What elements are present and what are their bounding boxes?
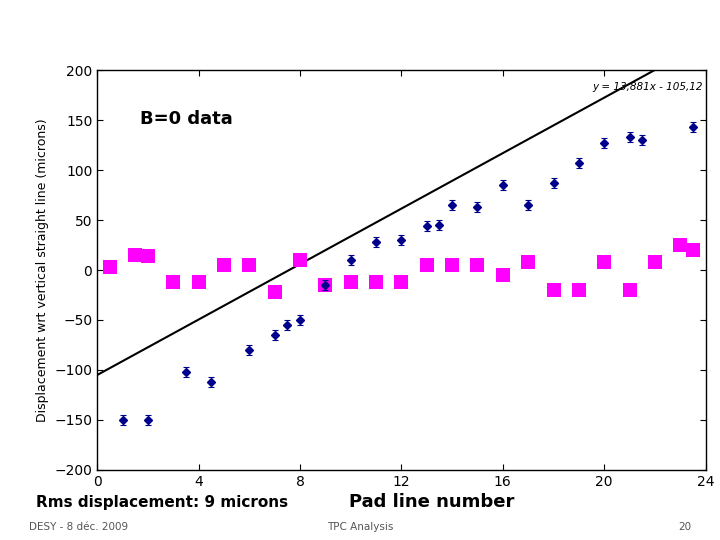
Point [168,278,179,286]
Point [269,288,280,296]
Point [421,261,433,269]
Point [548,286,559,294]
Point [104,262,116,271]
Point [320,281,331,289]
Point [624,286,635,294]
Text: TPC Analysis: TPC Analysis [327,522,393,532]
Point [497,271,508,279]
Point [193,278,204,286]
Point [218,261,230,269]
Point [523,258,534,266]
Point [472,261,483,269]
Point [598,258,610,266]
Text: 20: 20 [678,522,691,532]
Text: Rms displacement: 9 microns: Rms displacement: 9 microns [36,495,288,510]
Text: Pad line number: Pad line number [349,493,515,511]
Point [649,258,661,266]
Point [142,252,153,260]
Point [396,278,408,286]
Point [294,255,306,264]
Text: y = 13,881x - 105,12: y = 13,881x - 105,12 [592,82,703,92]
Text: B=0 data: B=0 data [140,110,233,128]
Point [345,278,356,286]
Text: DESY - 8 déc. 2009: DESY - 8 déc. 2009 [29,522,128,532]
Y-axis label: Displacement wrt vertical straight line (microns): Displacement wrt vertical straight line … [36,118,49,422]
Point [370,278,382,286]
Point [446,261,458,269]
Point [243,261,255,269]
Point [573,286,585,294]
Point [130,251,141,259]
Point [675,241,686,249]
Point [687,246,698,254]
